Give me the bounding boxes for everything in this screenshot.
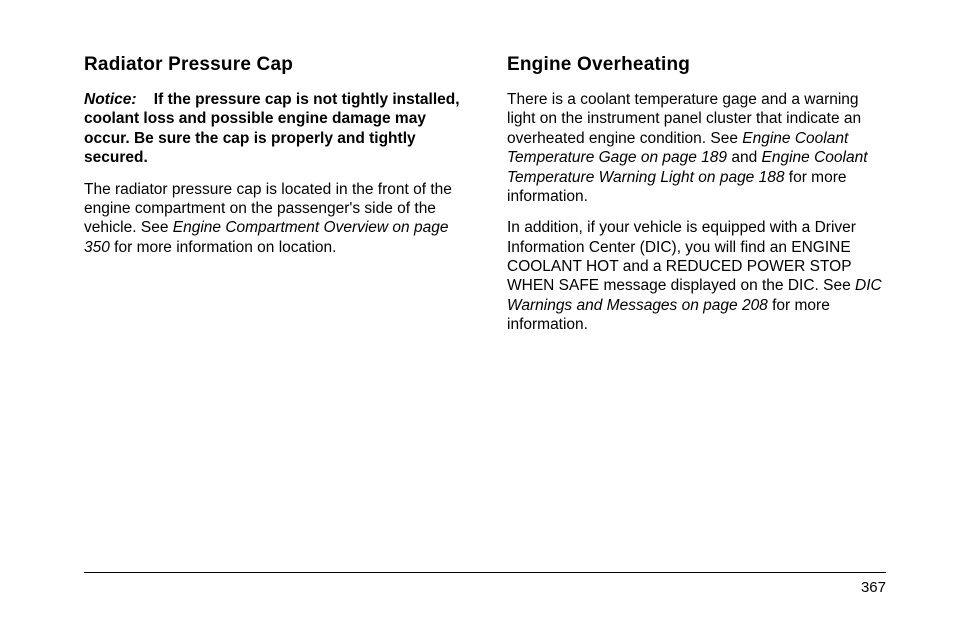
page-footer: 367 (84, 572, 886, 596)
two-column-layout: Radiator Pressure Cap Notice: If the pre… (84, 54, 886, 347)
text-run: In addition, if your vehicle is equipped… (507, 219, 856, 294)
text-run: and (727, 149, 761, 166)
page-content: Radiator Pressure Cap Notice: If the pre… (0, 0, 954, 347)
section-heading-radiator: Radiator Pressure Cap (84, 54, 463, 76)
overheating-intro-paragraph: There is a coolant temperature gage and … (507, 90, 886, 206)
radiator-location-paragraph: The radiator pressure cap is located in … (84, 180, 463, 258)
left-column: Radiator Pressure Cap Notice: If the pre… (84, 54, 463, 347)
section-heading-overheating: Engine Overheating (507, 54, 886, 76)
dic-paragraph: In addition, if your vehicle is equipped… (507, 218, 886, 334)
text-run: for more information on location. (110, 239, 337, 256)
notice-paragraph: Notice: If the pressure cap is not tight… (84, 90, 463, 168)
right-column: Engine Overheating There is a coolant te… (507, 54, 886, 347)
spacer (141, 91, 150, 108)
page-number: 367 (861, 579, 886, 596)
notice-label: Notice: (84, 91, 137, 108)
